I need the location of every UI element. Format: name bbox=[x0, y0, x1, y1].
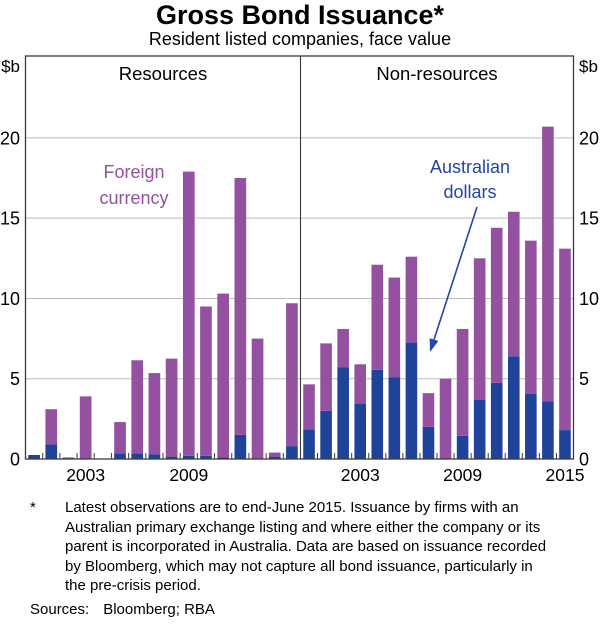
unit-label-right: $b bbox=[579, 57, 598, 76]
bar-australian-dollars bbox=[234, 434, 247, 459]
bar-australian-dollars bbox=[165, 456, 178, 459]
bar-australian-dollars bbox=[131, 453, 144, 459]
bar-foreign-currency bbox=[234, 178, 247, 435]
bar-foreign-currency bbox=[165, 358, 178, 457]
bar-foreign-currency bbox=[422, 393, 435, 427]
bar-foreign-currency bbox=[131, 360, 144, 454]
bar-australian-dollars bbox=[320, 410, 332, 459]
bar-australian-dollars bbox=[405, 342, 418, 459]
bar-foreign-currency bbox=[507, 211, 520, 357]
bar-foreign-currency bbox=[371, 264, 384, 370]
bar-foreign-currency bbox=[525, 240, 537, 394]
bar-foreign-currency bbox=[337, 328, 349, 368]
annotation-foreign-currency: Foreign bbox=[103, 162, 164, 182]
bar-australian-dollars bbox=[182, 455, 195, 459]
bar-foreign-currency bbox=[182, 171, 195, 456]
bar-foreign-currency bbox=[45, 409, 58, 445]
bar-foreign-currency bbox=[490, 227, 503, 383]
footnote: * Latest observations are to end-June 20… bbox=[30, 498, 550, 596]
x-tick-label: 2009 bbox=[443, 465, 482, 485]
bar-australian-dollars bbox=[286, 446, 298, 459]
bar-foreign-currency bbox=[542, 126, 554, 402]
bar-foreign-currency bbox=[559, 248, 571, 431]
annotation-arrowhead bbox=[429, 338, 439, 352]
bar-australian-dollars bbox=[45, 444, 58, 459]
bar-foreign-currency bbox=[286, 303, 298, 447]
bar-australian-dollars bbox=[114, 453, 126, 459]
y-tick-label-left: 20 bbox=[0, 128, 20, 148]
x-tick-label: 2009 bbox=[169, 465, 208, 485]
y-tick-label-right: 5 bbox=[579, 369, 589, 389]
bar-foreign-currency bbox=[473, 258, 486, 400]
x-tick-label: 2003 bbox=[66, 465, 105, 485]
bar-australian-dollars bbox=[200, 455, 212, 459]
bar-australian-dollars bbox=[490, 382, 503, 459]
bar-australian-dollars bbox=[371, 369, 384, 459]
bar-australian-dollars bbox=[28, 454, 40, 459]
y-tick-label-right: 10 bbox=[579, 289, 599, 309]
bar-foreign-currency bbox=[62, 457, 75, 459]
bar-australian-dollars bbox=[268, 456, 281, 459]
bar-australian-dollars bbox=[303, 429, 315, 459]
sources-text: Bloomberg; RBA bbox=[103, 601, 215, 618]
bar-foreign-currency bbox=[456, 328, 469, 436]
bar-foreign-currency bbox=[148, 373, 161, 455]
bar-foreign-currency bbox=[320, 343, 332, 411]
bar-foreign-currency bbox=[217, 293, 229, 458]
bar-australian-dollars bbox=[388, 377, 401, 459]
y-tick-label-left: 10 bbox=[0, 289, 20, 309]
panel-label: Resources bbox=[119, 63, 207, 84]
bar-australian-dollars bbox=[456, 435, 469, 459]
bar-australian-dollars bbox=[473, 399, 486, 459]
unit-label-left: $b bbox=[1, 57, 20, 76]
bar-australian-dollars bbox=[354, 403, 367, 459]
chart-title: Gross Bond Issuance* bbox=[155, 0, 445, 30]
annotation-australian-dollars: Australian bbox=[430, 157, 510, 177]
plot-border bbox=[24, 55, 575, 460]
bar-australian-dollars bbox=[148, 454, 161, 459]
footnote-text: Latest observations are to end-June 2015… bbox=[65, 499, 547, 594]
panel-label: Non-resources bbox=[376, 63, 497, 84]
y-tick-label-right: 20 bbox=[579, 128, 599, 148]
bar-australian-dollars bbox=[525, 393, 537, 459]
bar-australian-dollars bbox=[422, 426, 435, 459]
y-tick-label-left: 5 bbox=[10, 369, 20, 389]
bar-foreign-currency bbox=[303, 384, 315, 430]
bar-australian-dollars bbox=[559, 430, 571, 459]
bar-foreign-currency bbox=[79, 396, 92, 459]
y-tick-label-right: 15 bbox=[579, 209, 599, 229]
bar-foreign-currency bbox=[114, 422, 126, 454]
bar-foreign-currency bbox=[405, 256, 418, 343]
bar-foreign-currency bbox=[388, 277, 401, 378]
bar-australian-dollars bbox=[542, 401, 554, 459]
x-tick-label: 2015 bbox=[546, 465, 585, 485]
bar-foreign-currency bbox=[268, 452, 281, 457]
y-tick-label-left: 0 bbox=[10, 450, 20, 470]
sources: Sources: Bloomberg; RBA bbox=[30, 601, 215, 618]
bar-foreign-currency bbox=[354, 364, 367, 404]
bar-australian-dollars bbox=[337, 367, 349, 459]
annotation-foreign-currency: currency bbox=[99, 188, 168, 208]
chart-subtitle: Resident listed companies, face value bbox=[148, 29, 452, 49]
annotation-arrow bbox=[433, 206, 478, 340]
y-tick-label-left: 15 bbox=[0, 209, 20, 229]
sources-label: Sources: bbox=[30, 601, 90, 618]
annotation-australian-dollars: dollars bbox=[443, 182, 496, 202]
x-tick-label: 2003 bbox=[341, 465, 380, 485]
bar-foreign-currency bbox=[200, 306, 212, 456]
bar-australian-dollars bbox=[507, 356, 520, 459]
footnote-marker: * bbox=[30, 499, 36, 516]
bar-australian-dollars bbox=[217, 457, 229, 459]
y-tick-label-right: 0 bbox=[579, 450, 589, 470]
bar-foreign-currency bbox=[439, 378, 452, 459]
bar-foreign-currency bbox=[251, 338, 264, 459]
